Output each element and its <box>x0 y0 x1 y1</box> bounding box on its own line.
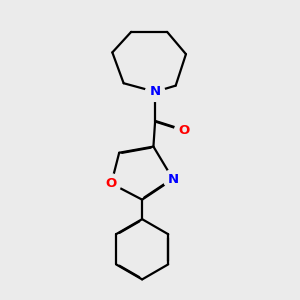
Text: O: O <box>178 124 190 136</box>
Text: N: N <box>150 85 161 98</box>
Circle shape <box>175 121 194 140</box>
Circle shape <box>146 82 165 101</box>
Text: O: O <box>106 177 117 190</box>
Circle shape <box>164 169 182 189</box>
Circle shape <box>102 174 121 193</box>
Text: N: N <box>167 172 178 186</box>
